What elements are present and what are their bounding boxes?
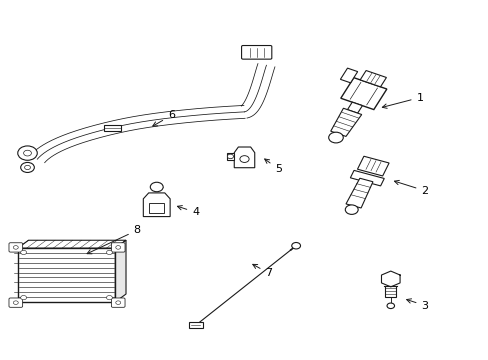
Circle shape xyxy=(20,162,34,172)
Polygon shape xyxy=(18,240,126,248)
Polygon shape xyxy=(340,68,357,83)
Text: 6: 6 xyxy=(152,111,175,126)
Text: 1: 1 xyxy=(382,93,423,108)
Text: 2: 2 xyxy=(394,180,427,196)
Bar xyxy=(18,248,115,302)
Polygon shape xyxy=(360,71,386,87)
Polygon shape xyxy=(381,271,399,287)
Polygon shape xyxy=(115,240,126,302)
Text: 3: 3 xyxy=(406,299,427,311)
Bar xyxy=(385,286,395,297)
FancyBboxPatch shape xyxy=(241,45,271,59)
Circle shape xyxy=(150,182,163,192)
Bar xyxy=(149,203,164,213)
Circle shape xyxy=(386,303,394,309)
Polygon shape xyxy=(346,178,372,208)
Circle shape xyxy=(18,146,37,160)
Circle shape xyxy=(13,246,18,249)
Text: 7: 7 xyxy=(252,264,272,278)
Polygon shape xyxy=(234,147,254,168)
Bar xyxy=(188,322,202,328)
FancyBboxPatch shape xyxy=(9,298,22,307)
FancyBboxPatch shape xyxy=(9,243,22,252)
Circle shape xyxy=(116,301,121,305)
Polygon shape xyxy=(226,153,234,160)
Text: 4: 4 xyxy=(177,206,199,217)
Circle shape xyxy=(13,301,18,305)
Circle shape xyxy=(345,205,357,215)
Circle shape xyxy=(291,243,300,249)
Polygon shape xyxy=(349,170,384,186)
Circle shape xyxy=(240,156,248,162)
Polygon shape xyxy=(340,78,386,109)
Circle shape xyxy=(24,165,30,170)
Polygon shape xyxy=(357,156,388,176)
Polygon shape xyxy=(347,102,362,113)
FancyBboxPatch shape xyxy=(111,298,125,307)
Bar xyxy=(103,125,121,131)
Circle shape xyxy=(106,296,112,300)
Polygon shape xyxy=(143,193,170,217)
Circle shape xyxy=(20,250,26,255)
Circle shape xyxy=(227,154,233,159)
Circle shape xyxy=(116,246,121,249)
Circle shape xyxy=(20,296,26,300)
Circle shape xyxy=(23,150,31,156)
Circle shape xyxy=(328,132,343,143)
Polygon shape xyxy=(330,108,361,136)
Text: 5: 5 xyxy=(264,159,282,174)
FancyBboxPatch shape xyxy=(111,243,125,252)
Text: 8: 8 xyxy=(87,225,141,254)
Circle shape xyxy=(106,250,112,255)
